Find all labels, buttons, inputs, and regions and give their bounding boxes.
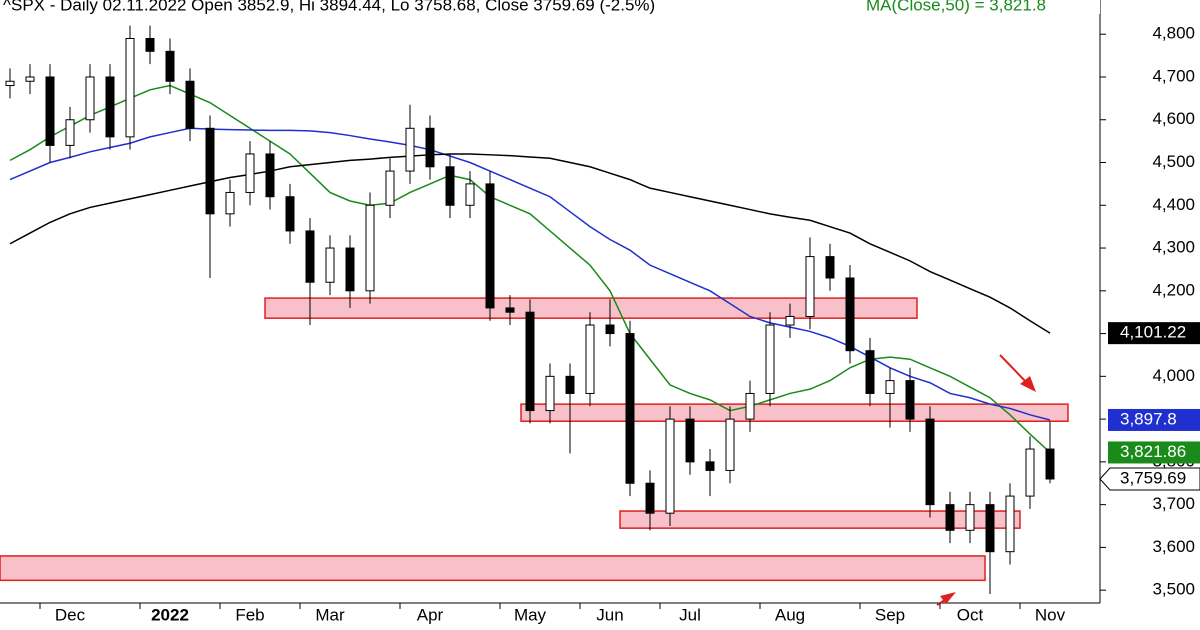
candle-body <box>185 80 195 129</box>
candle-body <box>605 324 615 335</box>
x-tick-label: Jun <box>596 605 623 624</box>
candle-body <box>65 119 75 146</box>
candle-body <box>85 76 95 121</box>
candle-body <box>965 504 975 531</box>
x-tick-label: May <box>514 605 547 624</box>
candle-body <box>365 204 375 292</box>
candle-body <box>945 504 955 531</box>
candle-body <box>785 315 795 326</box>
end-label: 3,821.86 <box>1120 442 1186 461</box>
candle-body <box>885 380 895 394</box>
y-tick-label: 3,600 <box>1152 537 1195 556</box>
end-label-box <box>1108 441 1200 464</box>
candle-body <box>145 37 155 52</box>
candle-body <box>105 76 115 138</box>
candle-body <box>665 418 675 514</box>
candle-body <box>705 461 715 471</box>
y-tick-label: 4,600 <box>1152 109 1195 128</box>
candle-body <box>165 50 175 82</box>
candle-body <box>305 230 315 283</box>
candle-body <box>345 247 355 292</box>
end-label: 4,101.22 <box>1120 323 1186 342</box>
ma-line <box>9 84 1051 454</box>
candle-body <box>805 256 815 317</box>
candle-body <box>405 127 415 172</box>
y-tick-label: 4,800 <box>1152 24 1195 43</box>
candle-body <box>745 392 755 420</box>
candle-body <box>625 333 635 484</box>
candle-body <box>285 196 295 232</box>
candle-body <box>125 37 135 138</box>
price-pointer <box>1099 467 1200 491</box>
candle-body <box>1045 448 1055 480</box>
x-tick-label: Sep <box>875 605 905 624</box>
candle-body <box>925 418 935 506</box>
y-tick-label: 4,400 <box>1152 195 1195 214</box>
candle-body <box>245 153 255 193</box>
candle-body <box>385 170 395 206</box>
moving-averages <box>9 84 1051 454</box>
zones <box>0 297 1069 582</box>
support-zone <box>520 403 1069 422</box>
candle-body <box>325 247 335 283</box>
candle-body <box>585 324 595 394</box>
ma-line <box>9 153 1051 334</box>
candle-body <box>25 76 35 82</box>
candle-body <box>545 375 555 412</box>
x-tick-label: Apr <box>417 605 444 624</box>
x-tick-label: Mar <box>315 605 345 624</box>
candle-body <box>505 307 515 313</box>
end-label-box <box>1108 408 1200 431</box>
x-tick-label: 2022 <box>151 605 189 624</box>
candle-body <box>265 153 275 198</box>
candle-body <box>845 277 855 352</box>
x-tick-label: Nov <box>1035 605 1066 624</box>
arrows <box>936 354 1036 606</box>
candle-body <box>905 380 915 420</box>
candle-body <box>1005 495 1015 553</box>
candle-body <box>865 350 875 394</box>
candle-body <box>765 324 775 394</box>
candle-body <box>45 76 55 146</box>
chart-title: ^SPX - Daily 02.11.2022 Open 3852.9, Hi … <box>3 0 655 14</box>
x-tick-label: Feb <box>235 605 264 624</box>
candle-body <box>685 418 695 463</box>
support-zone <box>264 297 918 319</box>
y-tick-label: 4,000 <box>1152 366 1195 385</box>
candle-body <box>565 375 575 394</box>
y-tick-label: 3,500 <box>1152 580 1195 599</box>
candles <box>5 25 1055 595</box>
candle-body <box>5 80 15 87</box>
candle-body <box>225 191 235 215</box>
candle-body <box>425 127 435 168</box>
candle-body <box>985 504 995 553</box>
candle-body <box>445 166 455 206</box>
y-tick-label: 4,200 <box>1152 280 1195 299</box>
candle-body <box>465 183 475 206</box>
x-tick-label: Oct <box>957 605 984 624</box>
ma-line <box>9 127 1051 421</box>
candle-body <box>1025 448 1035 497</box>
candle-body <box>205 127 215 215</box>
support-zone <box>619 510 1021 529</box>
x-tick-label: Aug <box>775 605 805 624</box>
y-tick-label: 4,700 <box>1152 66 1195 85</box>
end-label: 3,897.8 <box>1120 409 1177 428</box>
y-tick-label: 4,300 <box>1152 238 1195 257</box>
y-tick-label: 4,500 <box>1152 152 1195 171</box>
candle-body <box>485 183 495 309</box>
close-label: 3,759.69 <box>1120 468 1186 487</box>
candle-body <box>725 418 735 471</box>
support-zone <box>0 555 986 582</box>
candle-body <box>825 256 835 279</box>
end-label-box <box>1108 322 1200 345</box>
y-tick-label: 3,700 <box>1152 494 1195 513</box>
candle-body <box>525 311 535 412</box>
candle-body <box>645 482 655 514</box>
title-clip <box>1090 0 1100 14</box>
x-tick-label: Jul <box>679 605 701 624</box>
x-tick-label: Dec <box>55 605 86 624</box>
ma-title: MA(Close,50) = 3,821.8 <box>866 0 1046 14</box>
